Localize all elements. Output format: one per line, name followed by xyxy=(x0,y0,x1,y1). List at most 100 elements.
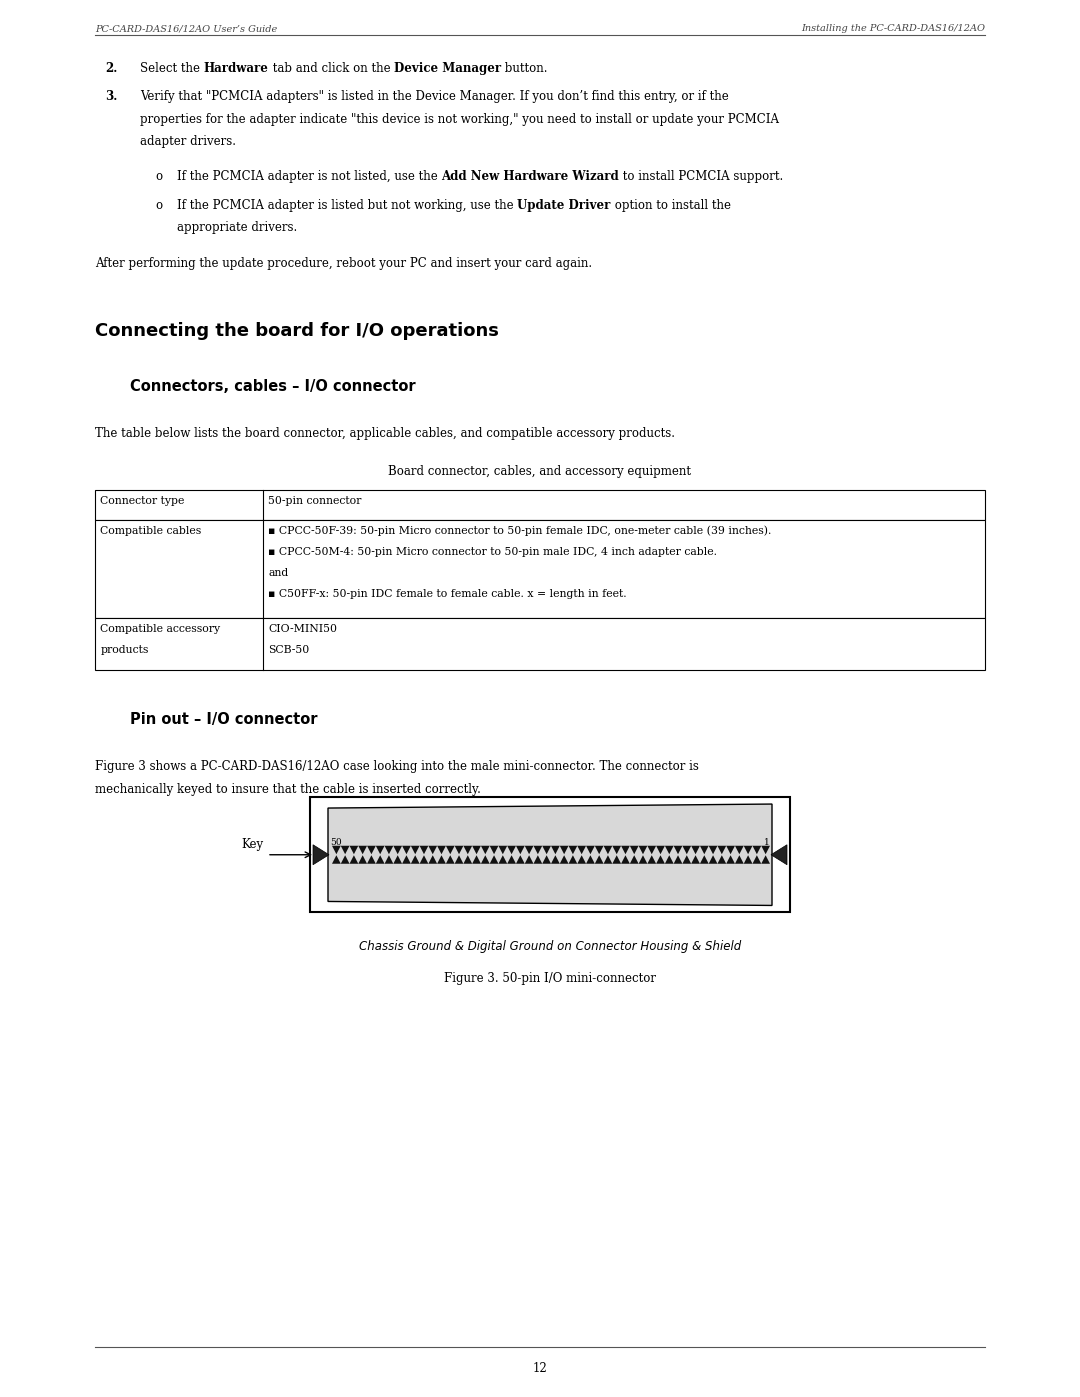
Polygon shape xyxy=(481,855,489,863)
Polygon shape xyxy=(481,845,489,854)
Text: Add New Hardware Wizard: Add New Hardware Wizard xyxy=(442,169,619,183)
Polygon shape xyxy=(568,855,578,863)
Polygon shape xyxy=(393,855,402,863)
Text: If the PCMCIA adapter is not listed, use the: If the PCMCIA adapter is not listed, use… xyxy=(177,169,442,183)
Polygon shape xyxy=(437,845,446,854)
Polygon shape xyxy=(429,845,437,854)
Text: If the PCMCIA adapter is listed but not working, use the: If the PCMCIA adapter is listed but not … xyxy=(177,198,517,212)
Polygon shape xyxy=(402,845,410,854)
Polygon shape xyxy=(604,855,612,863)
Text: adapter drivers.: adapter drivers. xyxy=(140,136,237,148)
Text: Select the: Select the xyxy=(140,61,204,75)
Polygon shape xyxy=(612,845,621,854)
Polygon shape xyxy=(735,845,744,854)
Polygon shape xyxy=(384,845,393,854)
Polygon shape xyxy=(489,855,499,863)
Polygon shape xyxy=(700,845,708,854)
Polygon shape xyxy=(735,855,744,863)
Polygon shape xyxy=(525,845,534,854)
Polygon shape xyxy=(691,845,700,854)
Polygon shape xyxy=(647,845,657,854)
Text: Compatible cables: Compatible cables xyxy=(100,525,202,536)
Polygon shape xyxy=(332,845,341,854)
Polygon shape xyxy=(534,845,542,854)
Polygon shape xyxy=(683,855,691,863)
Bar xyxy=(95,619,985,671)
Text: o: o xyxy=(156,169,162,183)
Polygon shape xyxy=(384,855,393,863)
Polygon shape xyxy=(551,855,559,863)
Polygon shape xyxy=(525,855,534,863)
Polygon shape xyxy=(499,855,508,863)
Polygon shape xyxy=(429,855,437,863)
Polygon shape xyxy=(753,845,761,854)
Polygon shape xyxy=(359,845,367,854)
Polygon shape xyxy=(376,855,384,863)
Polygon shape xyxy=(328,805,772,905)
Text: Installing the PC-CARD-DAS16/12AO: Installing the PC-CARD-DAS16/12AO xyxy=(801,24,985,34)
Polygon shape xyxy=(771,845,787,865)
Polygon shape xyxy=(437,855,446,863)
Polygon shape xyxy=(630,855,638,863)
Polygon shape xyxy=(499,845,508,854)
Polygon shape xyxy=(595,855,604,863)
Text: products: products xyxy=(100,645,149,655)
Polygon shape xyxy=(516,855,525,863)
Text: CIO-MINI50: CIO-MINI50 xyxy=(269,623,337,634)
Text: 1: 1 xyxy=(765,838,770,847)
Text: Connectors, cables – I/O connector: Connectors, cables – I/O connector xyxy=(130,379,416,394)
Polygon shape xyxy=(674,845,683,854)
Text: mechanically keyed to insure that the cable is inserted correctly.: mechanically keyed to insure that the ca… xyxy=(95,782,481,796)
Text: The table below lists the board connector, applicable cables, and compatible acc: The table below lists the board connecto… xyxy=(95,427,675,440)
Text: PC-CARD-DAS16/12AO User’s Guide: PC-CARD-DAS16/12AO User’s Guide xyxy=(95,24,278,34)
Polygon shape xyxy=(559,855,568,863)
Polygon shape xyxy=(761,855,770,863)
Text: ▪ CPCC-50M-4: 50-pin Micro connector to 50-pin male IDC, 4 inch adapter cable.: ▪ CPCC-50M-4: 50-pin Micro connector to … xyxy=(269,546,717,557)
Text: Connecting the board for I/O operations: Connecting the board for I/O operations xyxy=(95,323,499,341)
Polygon shape xyxy=(578,855,586,863)
Polygon shape xyxy=(350,855,359,863)
Polygon shape xyxy=(586,845,595,854)
Polygon shape xyxy=(542,855,551,863)
Text: 3.: 3. xyxy=(105,89,118,103)
Text: Device Manager: Device Manager xyxy=(394,61,501,75)
Polygon shape xyxy=(359,855,367,863)
Text: 12: 12 xyxy=(532,1362,548,1375)
Text: SCB-50: SCB-50 xyxy=(269,645,310,655)
Polygon shape xyxy=(402,855,410,863)
Polygon shape xyxy=(753,855,761,863)
Text: option to install the: option to install the xyxy=(611,198,731,212)
Polygon shape xyxy=(367,845,376,854)
Polygon shape xyxy=(463,845,472,854)
Polygon shape xyxy=(674,855,683,863)
Text: Figure 3. 50-pin I/O mini-connector: Figure 3. 50-pin I/O mini-connector xyxy=(444,972,656,985)
Polygon shape xyxy=(410,855,420,863)
Polygon shape xyxy=(376,845,384,854)
Polygon shape xyxy=(621,855,630,863)
Text: 50-pin connector: 50-pin connector xyxy=(269,496,362,506)
Polygon shape xyxy=(630,845,638,854)
Polygon shape xyxy=(367,855,376,863)
Text: appropriate drivers.: appropriate drivers. xyxy=(177,221,297,235)
Polygon shape xyxy=(508,845,516,854)
Polygon shape xyxy=(700,855,708,863)
Polygon shape xyxy=(657,855,665,863)
Polygon shape xyxy=(393,845,402,854)
Polygon shape xyxy=(761,845,770,854)
Polygon shape xyxy=(313,845,329,865)
Text: 50: 50 xyxy=(330,838,341,847)
Polygon shape xyxy=(508,855,516,863)
Polygon shape xyxy=(665,855,674,863)
Polygon shape xyxy=(708,855,717,863)
Polygon shape xyxy=(683,845,691,854)
Polygon shape xyxy=(621,845,630,854)
Polygon shape xyxy=(472,845,481,854)
Polygon shape xyxy=(455,845,463,854)
Polygon shape xyxy=(463,855,472,863)
Text: Board connector, cables, and accessory equipment: Board connector, cables, and accessory e… xyxy=(389,465,691,478)
Text: tab and click on the: tab and click on the xyxy=(269,61,394,75)
Text: properties for the adapter indicate "this device is not working," you need to in: properties for the adapter indicate "thi… xyxy=(140,113,779,126)
Polygon shape xyxy=(708,845,717,854)
Text: Compatible accessory: Compatible accessory xyxy=(100,623,220,634)
Text: o: o xyxy=(156,198,162,212)
